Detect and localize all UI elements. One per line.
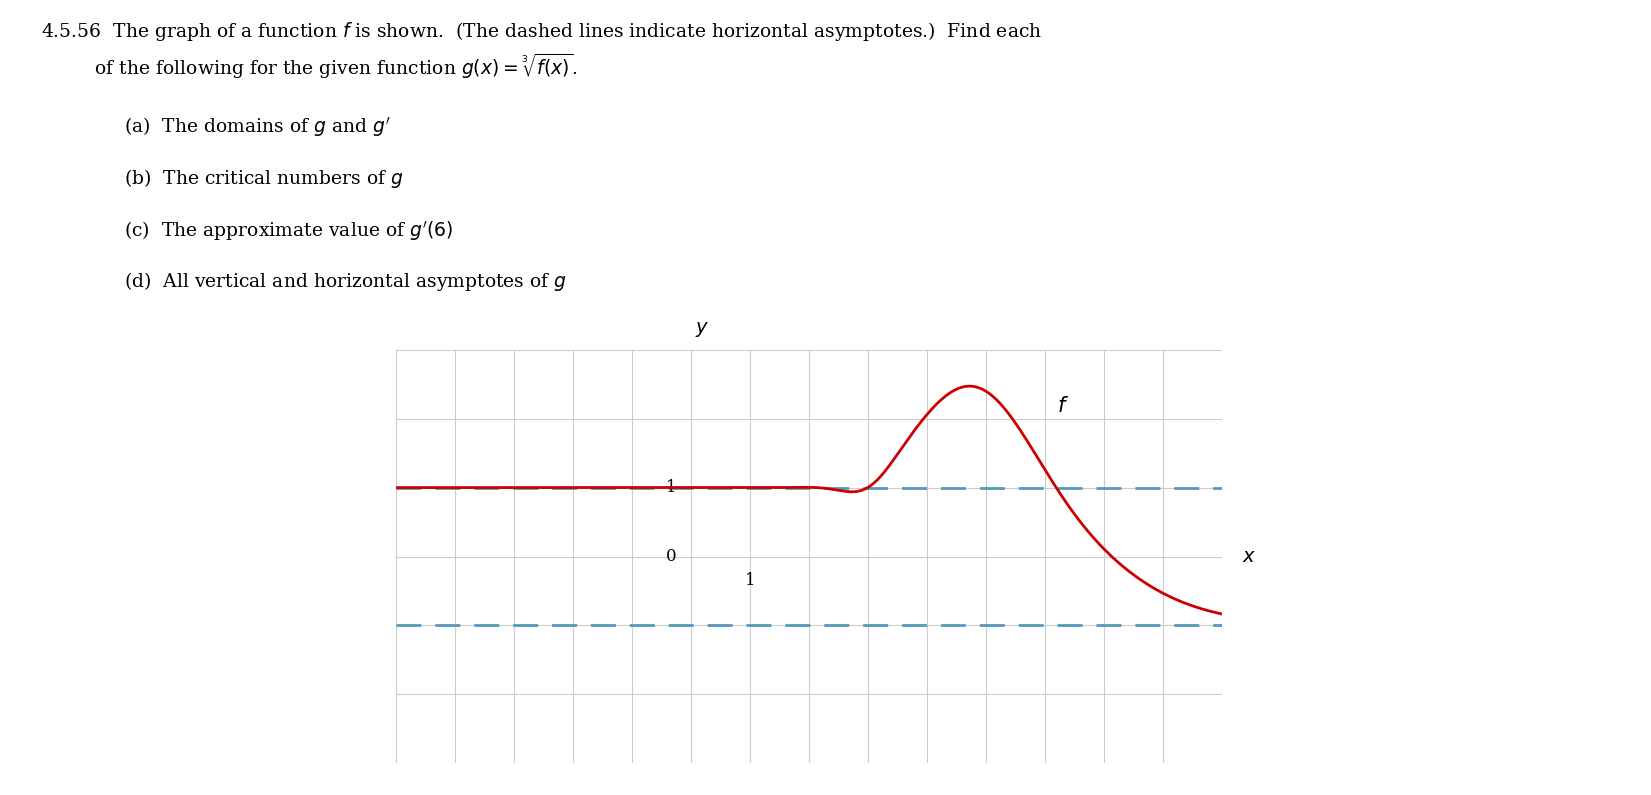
Text: $f$: $f$ xyxy=(1057,396,1068,416)
Text: (a)  The domains of $g$ and $g'$: (a) The domains of $g$ and $g'$ xyxy=(124,115,391,139)
Text: (c)  The approximate value of $g'(6)$: (c) The approximate value of $g'(6)$ xyxy=(124,219,452,242)
Text: 0: 0 xyxy=(665,548,677,565)
Text: (b)  The critical numbers of $g$: (b) The critical numbers of $g$ xyxy=(124,167,403,190)
Text: $x$: $x$ xyxy=(1243,548,1256,565)
Text: $y$: $y$ xyxy=(695,320,708,339)
Text: 4.5.56  The graph of a function $f$ is shown.  (The dashed lines indicate horizo: 4.5.56 The graph of a function $f$ is sh… xyxy=(41,20,1042,43)
Text: 1: 1 xyxy=(665,479,677,496)
Text: 1: 1 xyxy=(745,572,756,588)
Text: (d)  All vertical and horizontal asymptotes of $g$: (d) All vertical and horizontal asymptot… xyxy=(124,270,566,293)
Text: of the following for the given function $g(x) = \sqrt[3]{f(x)}$.: of the following for the given function … xyxy=(41,52,578,81)
